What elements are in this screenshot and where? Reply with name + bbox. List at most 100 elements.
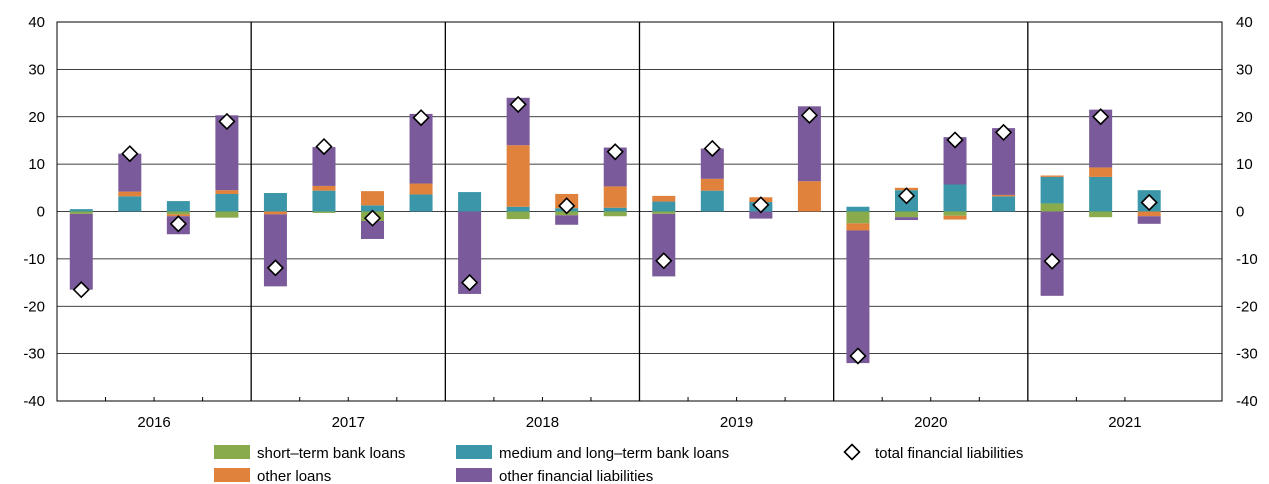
y-tick-label-left: -20 xyxy=(23,298,45,315)
bar-segment xyxy=(263,211,287,215)
total-marker xyxy=(1043,252,1061,270)
bar-segment xyxy=(118,191,142,197)
bar-segment xyxy=(700,148,724,179)
y-tick-label-left: 30 xyxy=(28,61,45,78)
bar-segment xyxy=(118,153,142,192)
y-tick-label-left: 20 xyxy=(28,109,45,126)
bar-segment xyxy=(1040,203,1064,212)
bar-segment xyxy=(652,201,676,212)
bar-segment xyxy=(69,211,93,214)
bar-segment xyxy=(603,186,627,208)
x-tick-label: 2019 xyxy=(720,414,753,431)
total-marker xyxy=(218,112,236,131)
bar-segment xyxy=(263,193,287,212)
bar-segment xyxy=(1089,109,1113,168)
bar-segment xyxy=(166,211,190,215)
legend-swatch xyxy=(456,445,492,459)
bar-segment xyxy=(506,97,530,146)
bar-segment xyxy=(603,207,627,212)
y-tick-label-right: -40 xyxy=(1236,393,1258,410)
total-marker xyxy=(266,259,285,277)
y-tick-label-right: 40 xyxy=(1236,14,1253,31)
bar-segment xyxy=(894,211,918,218)
bar-segment xyxy=(166,201,190,212)
total-marker xyxy=(1092,108,1110,126)
year-separators xyxy=(250,22,1029,401)
x-tick-label: 2018 xyxy=(526,414,559,431)
y-tick-label-right: 30 xyxy=(1236,61,1253,78)
bar-segment xyxy=(992,194,1016,197)
y-tick-label-left: 40 xyxy=(28,14,45,31)
total-marker xyxy=(412,109,430,127)
bar-segment xyxy=(409,113,433,184)
bar-segment xyxy=(215,193,239,212)
plot-frame xyxy=(56,21,1223,402)
bar-segment xyxy=(603,211,627,217)
bar-segment xyxy=(69,209,93,212)
bar-segment xyxy=(992,196,1016,212)
bar-segment xyxy=(215,190,239,194)
total-marker xyxy=(994,123,1013,142)
total-marker xyxy=(752,196,770,214)
legend-swatch xyxy=(456,468,492,482)
total-marker xyxy=(849,347,867,365)
bar-segment xyxy=(215,115,239,191)
total-marker xyxy=(121,145,139,163)
legend-swatch xyxy=(214,445,250,459)
y-tick-label-right: -30 xyxy=(1236,346,1258,363)
y-tick-label-left: 10 xyxy=(28,156,45,173)
bar-segment xyxy=(409,194,433,212)
bar-segment xyxy=(603,147,627,187)
bar-segment xyxy=(1089,167,1113,177)
bar-segment xyxy=(312,211,336,213)
legend-label: short–term bank loans xyxy=(257,445,405,462)
y-tick-label-left: -30 xyxy=(23,346,45,363)
bar-segment xyxy=(846,230,870,364)
bar-segment xyxy=(312,147,336,186)
total-marker xyxy=(363,209,382,227)
bar-segment xyxy=(361,220,385,239)
total-marker xyxy=(703,139,721,158)
bar-segment xyxy=(69,213,93,290)
bar-segment xyxy=(797,181,821,212)
bar-segment xyxy=(943,215,967,220)
total-marker xyxy=(509,95,527,114)
bar-segment xyxy=(1040,176,1064,204)
bar-segment xyxy=(312,185,336,191)
bar-segment xyxy=(1040,175,1064,177)
bar-segment xyxy=(700,190,724,212)
total-marker xyxy=(1140,193,1158,212)
legend-label: medium and long–term bank loans xyxy=(499,445,729,462)
bar-segment xyxy=(361,205,385,212)
bar-segment xyxy=(361,191,385,206)
bar-segment xyxy=(1089,211,1113,218)
bar-segment xyxy=(846,206,870,212)
total-markers xyxy=(72,95,1158,365)
bar-segment xyxy=(506,145,530,207)
legend-swatch xyxy=(214,468,250,482)
bar-segment xyxy=(458,192,482,212)
x-tick-label: 2020 xyxy=(914,414,947,431)
y-tick-label-left: 0 xyxy=(37,204,45,221)
x-tick-label: 2016 xyxy=(137,414,170,431)
total-marker xyxy=(655,252,673,270)
total-marker xyxy=(72,281,90,299)
bar-segment xyxy=(894,217,918,221)
legend-label: other loans xyxy=(257,468,331,484)
bar-segment xyxy=(700,178,724,191)
bar-segment xyxy=(797,106,821,182)
y-tick-label-left: -10 xyxy=(23,251,45,268)
total-marker xyxy=(897,187,916,205)
bar-segment xyxy=(652,195,676,202)
x-tick-label: 2017 xyxy=(332,414,365,431)
y-tick-label-right: 20 xyxy=(1236,109,1253,126)
bar-segment xyxy=(652,211,676,214)
bar-segment xyxy=(943,184,967,212)
y-tick-label-left: -40 xyxy=(23,393,45,410)
total-marker xyxy=(606,143,624,161)
total-marker xyxy=(800,106,819,124)
total-marker xyxy=(946,131,964,149)
y-tick-label-right: 10 xyxy=(1236,156,1253,173)
